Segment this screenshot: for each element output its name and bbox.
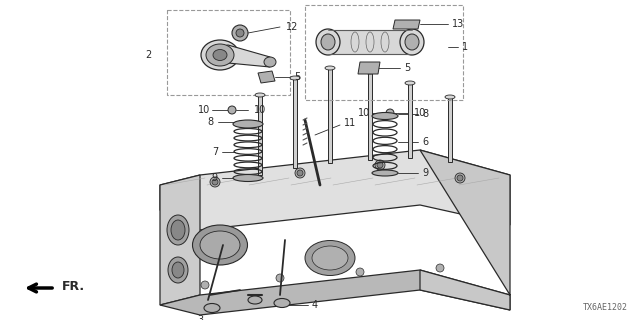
Ellipse shape bbox=[201, 40, 239, 70]
Ellipse shape bbox=[316, 29, 340, 55]
Polygon shape bbox=[408, 83, 412, 158]
Circle shape bbox=[232, 25, 248, 41]
Text: 2: 2 bbox=[146, 50, 152, 60]
Ellipse shape bbox=[400, 29, 424, 55]
Ellipse shape bbox=[274, 299, 290, 308]
Polygon shape bbox=[368, 72, 372, 160]
Ellipse shape bbox=[206, 44, 234, 66]
Ellipse shape bbox=[255, 93, 265, 97]
Ellipse shape bbox=[168, 257, 188, 283]
Ellipse shape bbox=[312, 246, 348, 270]
Text: 8: 8 bbox=[208, 117, 214, 127]
Ellipse shape bbox=[200, 231, 240, 259]
Circle shape bbox=[228, 106, 236, 114]
Ellipse shape bbox=[365, 70, 375, 74]
Circle shape bbox=[276, 274, 284, 282]
Text: 1: 1 bbox=[462, 42, 468, 52]
Circle shape bbox=[377, 162, 383, 168]
Text: FR.: FR. bbox=[62, 281, 85, 293]
Polygon shape bbox=[448, 97, 452, 162]
Text: 6: 6 bbox=[422, 137, 428, 147]
Polygon shape bbox=[328, 30, 412, 54]
Ellipse shape bbox=[171, 220, 185, 240]
Ellipse shape bbox=[405, 81, 415, 85]
Text: 4: 4 bbox=[312, 300, 318, 310]
Ellipse shape bbox=[372, 113, 398, 119]
Text: TX6AE1202: TX6AE1202 bbox=[583, 303, 628, 312]
Circle shape bbox=[212, 179, 218, 185]
Circle shape bbox=[386, 109, 394, 117]
Ellipse shape bbox=[167, 215, 189, 245]
Text: 10: 10 bbox=[254, 105, 266, 115]
Text: 5: 5 bbox=[404, 63, 410, 73]
Ellipse shape bbox=[213, 50, 227, 60]
Polygon shape bbox=[220, 45, 270, 67]
Bar bbox=[305, 5, 463, 100]
Circle shape bbox=[375, 160, 385, 170]
Ellipse shape bbox=[321, 34, 335, 50]
Circle shape bbox=[236, 29, 244, 37]
Polygon shape bbox=[160, 270, 510, 315]
Ellipse shape bbox=[248, 296, 262, 304]
Text: 11: 11 bbox=[344, 118, 356, 128]
Ellipse shape bbox=[290, 76, 300, 80]
Ellipse shape bbox=[405, 34, 419, 50]
Polygon shape bbox=[420, 150, 510, 310]
Circle shape bbox=[210, 177, 220, 187]
Circle shape bbox=[356, 268, 364, 276]
Text: 10: 10 bbox=[414, 108, 426, 118]
Text: 13: 13 bbox=[452, 19, 464, 29]
Circle shape bbox=[455, 173, 465, 183]
Ellipse shape bbox=[372, 170, 398, 176]
Circle shape bbox=[295, 168, 305, 178]
Polygon shape bbox=[393, 20, 420, 29]
Polygon shape bbox=[160, 150, 510, 230]
Text: 10: 10 bbox=[198, 105, 210, 115]
Ellipse shape bbox=[233, 120, 263, 128]
Polygon shape bbox=[258, 71, 275, 83]
Ellipse shape bbox=[264, 57, 276, 67]
Text: 8: 8 bbox=[422, 109, 428, 119]
Ellipse shape bbox=[325, 66, 335, 70]
Polygon shape bbox=[293, 78, 297, 168]
Ellipse shape bbox=[445, 95, 455, 99]
Polygon shape bbox=[328, 68, 332, 163]
Ellipse shape bbox=[193, 225, 248, 265]
Polygon shape bbox=[160, 175, 200, 305]
Ellipse shape bbox=[305, 241, 355, 276]
Circle shape bbox=[436, 264, 444, 272]
Text: 7: 7 bbox=[212, 147, 218, 157]
Bar bbox=[167, 10, 290, 95]
Text: 5: 5 bbox=[294, 72, 300, 82]
Circle shape bbox=[457, 175, 463, 181]
Ellipse shape bbox=[172, 262, 184, 278]
Text: 10: 10 bbox=[358, 108, 370, 118]
Text: 12: 12 bbox=[286, 22, 298, 32]
Circle shape bbox=[297, 170, 303, 176]
Text: 9: 9 bbox=[212, 173, 218, 183]
Ellipse shape bbox=[204, 303, 220, 313]
Polygon shape bbox=[358, 62, 380, 74]
Text: 3: 3 bbox=[197, 315, 203, 320]
Circle shape bbox=[201, 281, 209, 289]
Text: 9: 9 bbox=[422, 168, 428, 178]
Ellipse shape bbox=[233, 174, 263, 181]
Polygon shape bbox=[258, 95, 262, 175]
